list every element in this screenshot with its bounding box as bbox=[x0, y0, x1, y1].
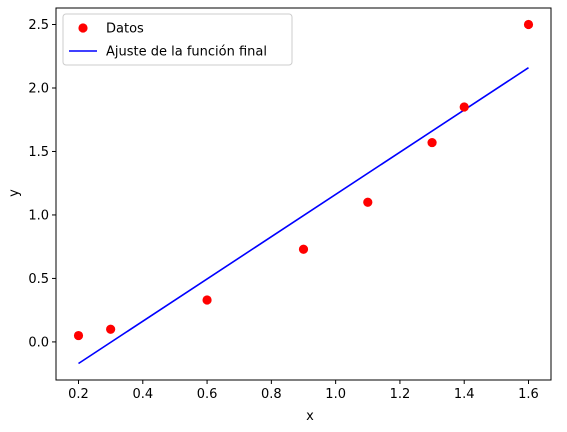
data-point bbox=[427, 137, 437, 148]
y-tick-label: 0.0 bbox=[28, 335, 49, 350]
y-tick-label: 0.5 bbox=[28, 272, 49, 287]
x-tick-label: 1.2 bbox=[390, 387, 411, 402]
y-axis-label: y bbox=[7, 189, 22, 197]
legend: Datos Ajuste de la función final bbox=[62, 13, 293, 66]
x-tick-label: 0.6 bbox=[197, 387, 218, 402]
axes-frame bbox=[55, 7, 552, 381]
fit-line bbox=[78, 67, 529, 365]
x-tick-label: 0.8 bbox=[261, 387, 282, 402]
data-point bbox=[106, 324, 116, 334]
data-point bbox=[459, 102, 469, 112]
y-tick-label: 2.5 bbox=[28, 18, 49, 33]
y-tick-label: 1.0 bbox=[28, 208, 49, 223]
legend-marker-scatter bbox=[78, 23, 88, 33]
x-tick-label: 1.0 bbox=[325, 387, 346, 402]
legend-box bbox=[62, 13, 293, 66]
axes: 0.2 0.4 0.6 0.8 1.0 1.2 1.4 1.6 0.0 0.5 1.0 1.5 2.0 2… bbox=[28, 7, 552, 402]
data-point bbox=[298, 244, 309, 254]
data-point bbox=[363, 197, 373, 207]
plot-area bbox=[73, 19, 534, 365]
x-tick-label: 1.4 bbox=[454, 387, 475, 402]
legend-entry-label: Datos bbox=[106, 22, 144, 37]
x-axis-label: x bbox=[306, 409, 314, 424]
y-tick-label: 1.5 bbox=[28, 145, 49, 160]
x-tick-label: 0.4 bbox=[132, 387, 153, 402]
data-point bbox=[73, 330, 84, 341]
legend-entry-label: Ajuste de la función final bbox=[106, 45, 267, 60]
x-tick-label: 0.2 bbox=[68, 387, 89, 402]
y-tick-label: 2.0 bbox=[28, 81, 49, 96]
data-point bbox=[202, 295, 212, 305]
x-tick-label: 1.6 bbox=[518, 387, 539, 402]
data-point bbox=[523, 19, 534, 30]
